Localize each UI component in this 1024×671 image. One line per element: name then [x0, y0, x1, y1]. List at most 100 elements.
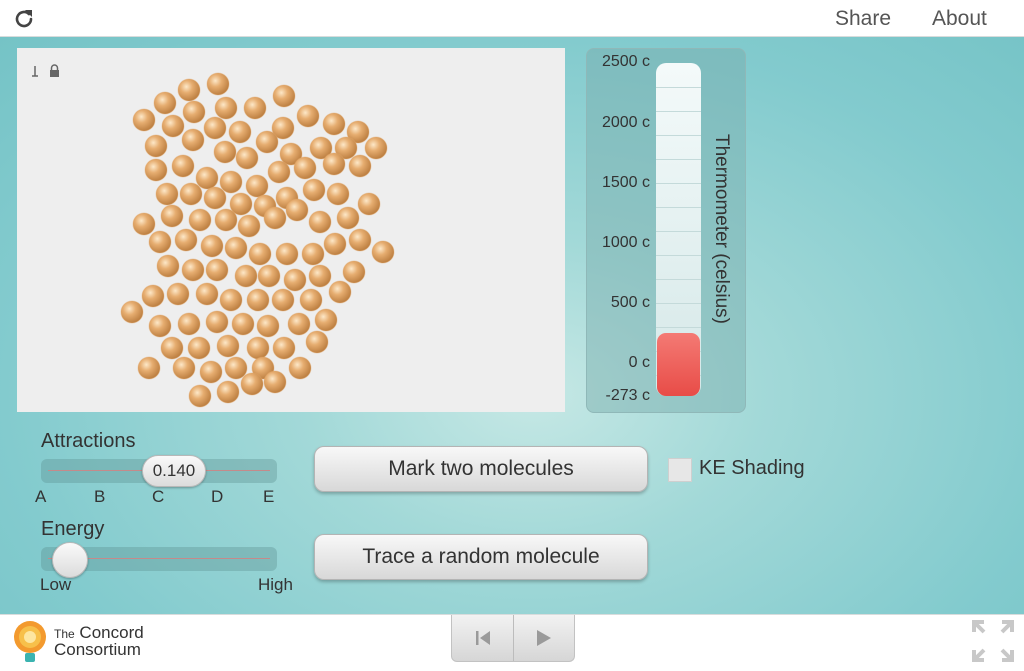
molecule[interactable] — [309, 136, 333, 160]
molecule[interactable] — [246, 336, 270, 360]
energy-slider-handle[interactable] — [52, 542, 88, 578]
molecule[interactable] — [275, 242, 299, 266]
molecule[interactable] — [214, 208, 238, 232]
molecule[interactable] — [181, 128, 205, 152]
molecule[interactable] — [285, 198, 309, 222]
molecule[interactable] — [248, 242, 272, 266]
molecule[interactable] — [177, 312, 201, 336]
molecule[interactable] — [348, 228, 372, 252]
molecule[interactable] — [348, 154, 372, 178]
molecule[interactable] — [213, 140, 237, 164]
molecule[interactable] — [216, 380, 240, 404]
molecule[interactable] — [137, 356, 161, 380]
molecule[interactable] — [132, 212, 156, 236]
molecule[interactable] — [246, 288, 270, 312]
molecule[interactable] — [237, 214, 261, 238]
molecule[interactable] — [326, 182, 350, 206]
molecule[interactable] — [299, 288, 323, 312]
molecule[interactable] — [203, 186, 227, 210]
molecule[interactable] — [195, 166, 219, 190]
molecule[interactable] — [200, 234, 224, 258]
molecule[interactable] — [216, 334, 240, 358]
molecule[interactable] — [271, 288, 295, 312]
molecule[interactable] — [301, 242, 325, 266]
molecule[interactable] — [144, 158, 168, 182]
molecule[interactable] — [229, 192, 253, 216]
pin-lock-controls[interactable] — [30, 60, 66, 84]
molecule[interactable] — [371, 240, 395, 264]
molecule[interactable] — [179, 182, 203, 206]
molecule[interactable] — [166, 282, 190, 306]
molecule-field[interactable] — [17, 48, 565, 412]
molecule[interactable] — [302, 178, 326, 202]
molecule[interactable] — [195, 282, 219, 306]
about-link[interactable]: About — [932, 7, 987, 30]
molecule[interactable] — [231, 312, 255, 336]
molecule[interactable] — [214, 96, 238, 120]
molecule[interactable] — [224, 356, 248, 380]
molecule[interactable] — [188, 384, 212, 408]
molecule[interactable] — [308, 210, 332, 234]
fullscreen-icon[interactable] — [972, 620, 1014, 662]
molecule[interactable] — [182, 100, 206, 124]
molecule[interactable] — [272, 84, 296, 108]
molecule[interactable] — [305, 330, 329, 354]
molecule[interactable] — [141, 284, 165, 308]
molecule[interactable] — [234, 264, 258, 288]
molecule[interactable] — [161, 114, 185, 138]
molecule[interactable] — [255, 130, 279, 154]
molecule[interactable] — [271, 116, 295, 140]
molecule[interactable] — [323, 232, 347, 256]
molecule[interactable] — [153, 91, 177, 115]
concord-logo-text[interactable]: The Concord Consortium — [54, 624, 144, 658]
molecule[interactable] — [308, 264, 332, 288]
reload-icon[interactable] — [12, 7, 36, 31]
molecule[interactable] — [267, 160, 291, 184]
ke-shading-checkbox[interactable] — [668, 458, 692, 482]
molecule[interactable] — [219, 288, 243, 312]
molecule[interactable] — [156, 254, 180, 278]
molecule[interactable] — [187, 336, 211, 360]
molecule[interactable] — [199, 360, 223, 384]
molecule[interactable] — [228, 120, 252, 144]
share-link[interactable]: Share — [835, 7, 892, 30]
molecule[interactable] — [205, 310, 229, 334]
molecule[interactable] — [240, 372, 264, 396]
molecule[interactable] — [287, 312, 311, 336]
molecule[interactable] — [279, 142, 303, 166]
molecule[interactable] — [336, 206, 360, 230]
molecule[interactable] — [174, 228, 198, 252]
molecule[interactable] — [342, 260, 366, 284]
molecule[interactable] — [293, 156, 317, 180]
molecule[interactable] — [263, 206, 287, 230]
molecule[interactable] — [235, 146, 259, 170]
molecule[interactable] — [181, 258, 205, 282]
molecule[interactable] — [272, 336, 296, 360]
molecule[interactable] — [120, 300, 144, 324]
molecule[interactable] — [263, 370, 287, 394]
play-icon[interactable] — [532, 627, 554, 649]
molecule[interactable] — [288, 356, 312, 380]
molecule[interactable] — [322, 152, 346, 176]
molecule[interactable] — [322, 112, 346, 136]
molecule[interactable] — [132, 108, 156, 132]
molecule[interactable] — [155, 182, 179, 206]
molecule[interactable] — [148, 314, 172, 338]
molecule[interactable] — [346, 120, 370, 144]
molecule[interactable] — [203, 116, 227, 140]
molecule[interactable] — [283, 268, 307, 292]
molecule[interactable] — [188, 208, 212, 232]
molecule[interactable] — [243, 96, 267, 120]
molecule[interactable] — [224, 236, 248, 260]
molecule[interactable] — [328, 280, 352, 304]
molecule[interactable] — [245, 174, 269, 198]
molecule[interactable] — [296, 104, 320, 128]
molecule[interactable] — [219, 170, 243, 194]
reset-icon[interactable] — [472, 627, 494, 649]
molecule[interactable] — [160, 204, 184, 228]
attractions-slider-handle[interactable]: 0.140 — [142, 455, 206, 487]
molecule[interactable] — [171, 154, 195, 178]
molecule[interactable] — [160, 336, 184, 360]
mark-two-molecules-button[interactable]: Mark two molecules — [314, 446, 648, 492]
molecule[interactable] — [172, 356, 196, 380]
